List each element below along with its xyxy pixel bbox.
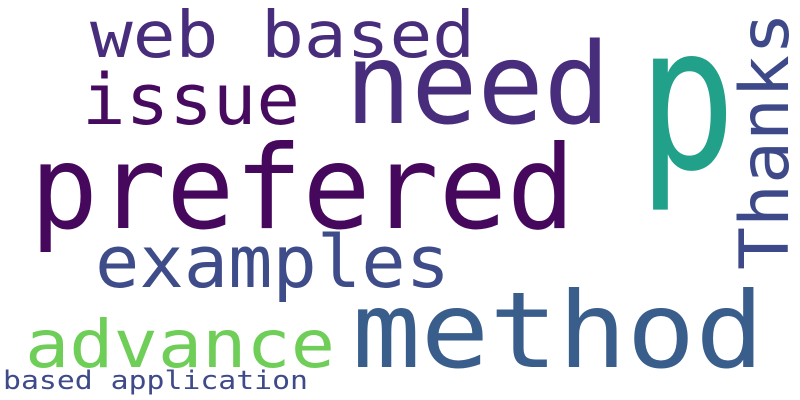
- word-advance: advance: [25, 306, 335, 383]
- word-thanks: Thanks: [726, 12, 800, 270]
- word-prefered: prefered: [30, 121, 575, 256]
- word-web-based: web based: [90, 0, 475, 73]
- word-based-application: based application: [3, 366, 308, 396]
- word-need: need: [345, 20, 610, 150]
- word-p: p: [638, 0, 736, 216]
- word-method: method: [352, 270, 764, 392]
- word-examples: examples: [95, 220, 450, 304]
- word-issue: issue: [82, 59, 300, 141]
